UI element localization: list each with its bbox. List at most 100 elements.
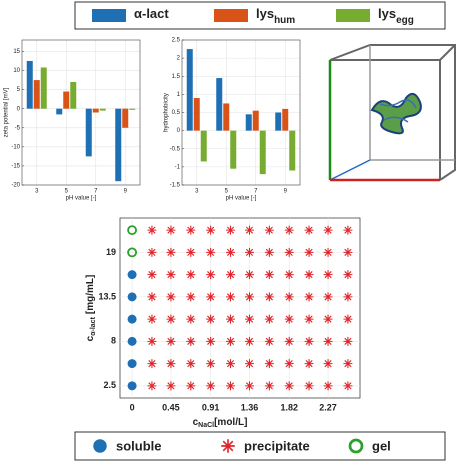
point xyxy=(244,381,254,391)
point xyxy=(127,314,137,324)
point xyxy=(323,336,333,346)
point xyxy=(343,381,353,391)
bar xyxy=(275,112,282,131)
bar xyxy=(63,91,70,109)
point xyxy=(343,270,353,280)
y-tick-label: -15 xyxy=(11,163,20,169)
point xyxy=(147,381,157,391)
point xyxy=(127,247,137,258)
point xyxy=(206,292,216,302)
point xyxy=(304,314,314,324)
legend-label-part: lys xyxy=(256,6,274,21)
y-tick-label: 15 xyxy=(13,49,20,55)
point xyxy=(284,225,294,235)
y-axis-label: zeta potential [mV] xyxy=(4,87,10,137)
point xyxy=(186,292,196,302)
bar xyxy=(186,49,193,131)
y-axis-label-part: c xyxy=(85,335,96,341)
x-axis-label-part: NaCl xyxy=(198,422,214,429)
point xyxy=(127,359,137,369)
legend-swatch xyxy=(92,9,126,22)
legend-label: lysegg xyxy=(378,6,414,26)
y-tick-label: -1 xyxy=(175,164,181,170)
point xyxy=(206,314,216,324)
legend-marker xyxy=(348,438,364,454)
point xyxy=(264,292,274,302)
x-tick-label: 0 xyxy=(130,402,135,412)
y-tick-label: 2 xyxy=(177,56,181,62)
point xyxy=(304,247,314,257)
x-tick-label: 5 xyxy=(65,189,69,195)
point xyxy=(343,225,353,235)
point xyxy=(343,359,353,369)
point xyxy=(304,336,314,346)
plot-area xyxy=(119,217,361,399)
legend-label-part: egg xyxy=(396,15,414,26)
x-axis-label: cNaCl[mol/L] xyxy=(193,417,248,430)
point xyxy=(147,225,157,235)
point xyxy=(244,270,254,280)
box-edge xyxy=(439,44,456,61)
point xyxy=(244,336,254,346)
bar xyxy=(99,108,106,111)
point xyxy=(166,314,176,324)
legend-label: precipitate xyxy=(244,438,310,453)
point xyxy=(166,270,176,280)
point xyxy=(284,336,294,346)
point xyxy=(206,336,216,346)
plot-frame xyxy=(181,39,301,186)
y-tick-label: 2.5 xyxy=(103,380,116,390)
point xyxy=(226,359,236,369)
x-tick-label: 2.27 xyxy=(319,402,337,412)
y-tick-label: 19 xyxy=(106,247,116,257)
y-axis-label: cα-lact [mg/mL] xyxy=(85,275,98,342)
y-tick-label: -1.5 xyxy=(170,183,181,189)
point xyxy=(166,225,176,235)
y-tick-label: 10 xyxy=(13,68,20,74)
point xyxy=(226,270,236,280)
point xyxy=(244,292,254,302)
bar xyxy=(56,108,63,115)
point xyxy=(323,381,333,391)
legend-label-part: hum xyxy=(274,15,295,26)
point xyxy=(244,225,254,235)
legend-label: soluble xyxy=(116,438,162,453)
point xyxy=(304,270,314,280)
protein xyxy=(379,99,417,123)
point xyxy=(264,247,274,257)
point xyxy=(166,336,176,346)
x-tick-label: 1.36 xyxy=(241,402,259,412)
point xyxy=(206,359,216,369)
bar xyxy=(40,67,47,109)
y-tick-label: 0 xyxy=(177,128,181,134)
point xyxy=(206,247,216,257)
point xyxy=(323,359,333,369)
point xyxy=(226,225,236,235)
x-tick-label: 0.45 xyxy=(162,402,180,412)
x-axis-label-part: [mol/L] xyxy=(214,417,247,428)
x-tick-label: 1.82 xyxy=(280,402,298,412)
legend-swatch xyxy=(336,9,370,22)
bar xyxy=(115,108,122,182)
y-axis-label-part: α-lact xyxy=(90,316,97,335)
point xyxy=(323,292,333,302)
y-axis-label: hydrophobicity xyxy=(164,93,170,132)
point xyxy=(264,270,274,280)
x-tick-label: 3 xyxy=(195,189,199,195)
point xyxy=(304,359,314,369)
bar xyxy=(223,103,230,131)
point xyxy=(186,381,196,391)
y-tick-label: 1.5 xyxy=(172,74,181,80)
x-axis-label-part: c xyxy=(193,417,199,428)
point xyxy=(127,336,137,346)
point xyxy=(343,336,353,346)
bottom-legend-box xyxy=(74,431,446,461)
legend-label: α-lact xyxy=(134,6,169,21)
bar xyxy=(70,81,77,109)
bar xyxy=(282,108,289,131)
point xyxy=(284,247,294,257)
point xyxy=(244,314,254,324)
bar xyxy=(245,114,252,131)
y-tick-label: 13.5 xyxy=(98,291,116,301)
